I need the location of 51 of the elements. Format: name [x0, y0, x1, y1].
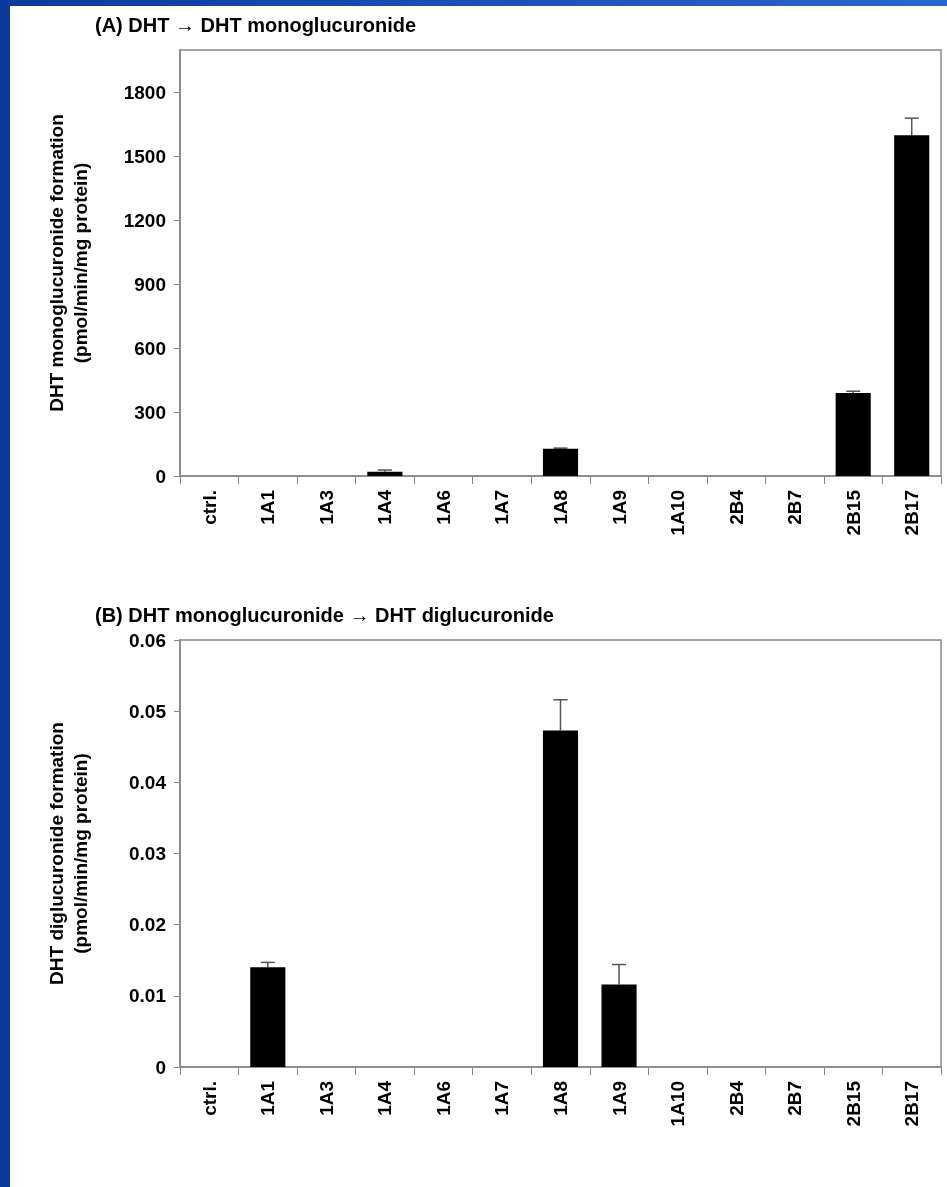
chart-title: (B) DHT monoglucuronide → DHT diglucuronide — [95, 604, 554, 626]
x-tick-label: ctrl. — [198, 490, 220, 525]
y-tick-label: 300 — [134, 401, 166, 423]
x-tick-label: 1A3 — [315, 490, 337, 525]
y-tick-label: 0 — [155, 1056, 166, 1078]
bar — [542, 730, 579, 1067]
y-tick-label: 0.01 — [129, 985, 167, 1007]
x-tick-label: 1A9 — [608, 490, 630, 525]
x-tick-label: 2B17 — [901, 1081, 923, 1127]
x-tick-label: 2B7 — [784, 1081, 806, 1116]
x-tick-label: 1A3 — [315, 1081, 337, 1116]
chart-title: (A) DHT → DHT monoglucuronide — [95, 14, 417, 36]
y-tick-label: 1500 — [123, 146, 166, 167]
y-tick-label: 0.02 — [129, 914, 166, 936]
x-tick-label: 2B4 — [725, 489, 747, 525]
y-tick-label: 900 — [134, 273, 166, 295]
y-tick-label: 600 — [134, 337, 166, 359]
bar — [894, 135, 930, 476]
x-tick-label: 1A1 — [257, 489, 279, 525]
x-tick-label: 2B15 — [842, 1080, 864, 1127]
x-tick-label: 1A1 — [257, 1080, 279, 1116]
x-tick-label: 1A4 — [374, 489, 396, 525]
x-tick-label: 1A9 — [608, 1081, 630, 1116]
y-tick-label: 1200 — [123, 209, 166, 231]
bar — [542, 448, 579, 476]
x-tick-label: 2B15 — [842, 489, 864, 536]
x-tick-label: 1A4 — [374, 1080, 396, 1116]
x-tick-label: ctrl. — [198, 1081, 220, 1116]
x-tick-label: 1A6 — [432, 1081, 454, 1116]
y-tick-label: 1800 — [123, 82, 166, 104]
y-tick-label: 0.06 — [129, 629, 166, 651]
bar — [250, 967, 286, 1067]
y-axis-title: DHT diglucuronide formation (pmol/min/mg protein) — [45, 722, 91, 985]
x-tick-label: 1A8 — [550, 490, 571, 525]
y-tick-label: 0 — [155, 465, 166, 487]
y-tick-label: 0.03 — [129, 843, 166, 864]
x-tick-label: 1A6 — [432, 490, 454, 525]
bar — [601, 984, 637, 1067]
y-axis-title: DHT monoglucuronide formation (pmol/min/mg protein) — [45, 114, 91, 412]
x-tick-label: 1A8 — [550, 1081, 571, 1116]
x-tick-label: 1A7 — [491, 1081, 513, 1116]
x-tick-label: 2B4 — [725, 1080, 747, 1116]
x-tick-label: 1A10 — [667, 1081, 689, 1127]
y-tick-label: 0.04 — [129, 771, 167, 793]
bar — [835, 392, 871, 476]
bar — [367, 471, 403, 476]
y-tick-label: 0.05 — [129, 700, 167, 722]
x-tick-label: 2B17 — [901, 490, 923, 536]
x-tick-label: 1A7 — [491, 490, 513, 525]
x-tick-label: 1A10 — [667, 490, 689, 536]
x-tick-label: 2B7 — [784, 490, 806, 525]
